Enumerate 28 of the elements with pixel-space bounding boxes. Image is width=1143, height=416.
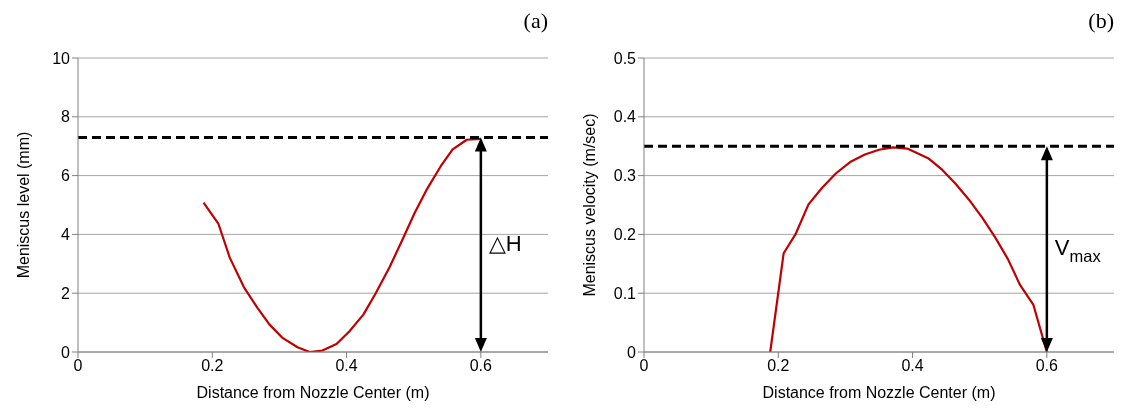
x-tick-label: 0.4 (335, 357, 358, 375)
y-tick-label: 10 (52, 49, 71, 67)
x-axis-title: Distance from Nozzle Center (m) (196, 384, 430, 401)
y-axis-title: Meniscus velocity (m/sec) (580, 113, 598, 297)
y-tick-label: 0.4 (613, 108, 637, 126)
annotation: △H (488, 230, 522, 256)
y-tick-label: 8 (61, 108, 71, 126)
x-tick-label: 0.2 (767, 357, 790, 375)
chart-title: (a) (522, 8, 549, 35)
x-tick-label: 0 (639, 357, 649, 375)
x-axis-title: Distance from Nozzle Center (m) (762, 384, 996, 401)
x-tick-label: 0.2 (201, 357, 224, 375)
chart-title: (b) (1087, 8, 1115, 35)
y-tick-label: 4 (61, 226, 71, 244)
x-tick-label: 0 (73, 357, 83, 375)
y-tick-label: 0.2 (613, 226, 637, 244)
y-tick-label: 2 (61, 284, 71, 302)
y-axis-title: Meniscus level (mm) (14, 131, 32, 279)
x-tick-label: 0.6 (1035, 357, 1059, 375)
y-tick-label: 0.3 (613, 167, 637, 185)
x-tick-label: 0.6 (469, 357, 493, 375)
y-tick-label: 6 (61, 167, 71, 185)
y-tick-label: 0 (627, 343, 637, 361)
x-tick-label: 0.4 (901, 357, 924, 375)
y-tick-label: 0.5 (613, 49, 637, 67)
annotation: V$_{max}$ (1054, 234, 1102, 266)
y-tick-label: 0 (61, 343, 71, 361)
y-tick-label: 0.1 (613, 284, 637, 302)
